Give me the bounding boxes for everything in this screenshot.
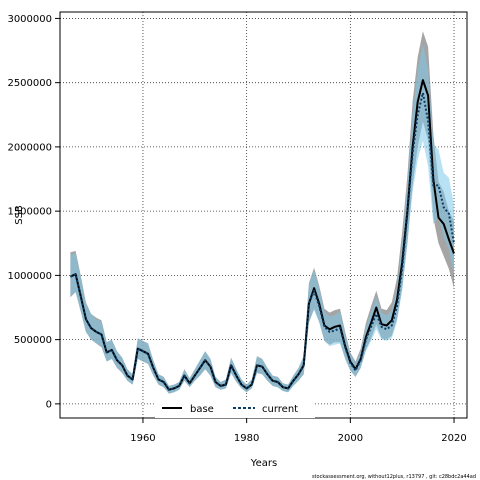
y-axis: 0 500000 1000000 1500000 2000000 2500000 30000… xyxy=(7,14,60,410)
confidence-bands xyxy=(70,31,455,394)
y-tick-label: 500000 xyxy=(14,335,52,346)
footer-credit: stockassessment.org, without12plus, r137… xyxy=(312,474,476,480)
x-tick-label: 1980 xyxy=(234,433,259,444)
x-axis: 1960 1980 2000 2020 xyxy=(130,418,467,444)
y-tick-label: 2500000 xyxy=(7,78,52,89)
legend-label-current: current xyxy=(262,404,298,415)
line-current xyxy=(69,91,455,391)
y-tick-label: 2000000 xyxy=(7,142,52,153)
x-tick-label: 2000 xyxy=(338,433,363,444)
series-lines xyxy=(69,79,455,391)
x-tick-label: 2020 xyxy=(441,433,466,444)
y-axis-title: SSB xyxy=(14,205,25,225)
y-tick-label: 1000000 xyxy=(7,271,52,282)
legend-label-base: base xyxy=(190,404,214,415)
y-tick-label: 0 xyxy=(46,399,52,410)
x-axis-title: Years xyxy=(250,458,277,469)
y-tick-label: 1500000 xyxy=(7,207,52,218)
legend: base current xyxy=(155,400,315,418)
y-tick-label: 3000000 xyxy=(7,14,52,25)
band-current xyxy=(70,44,455,394)
x-tick-label: 1960 xyxy=(130,433,155,444)
line-base xyxy=(69,79,455,391)
